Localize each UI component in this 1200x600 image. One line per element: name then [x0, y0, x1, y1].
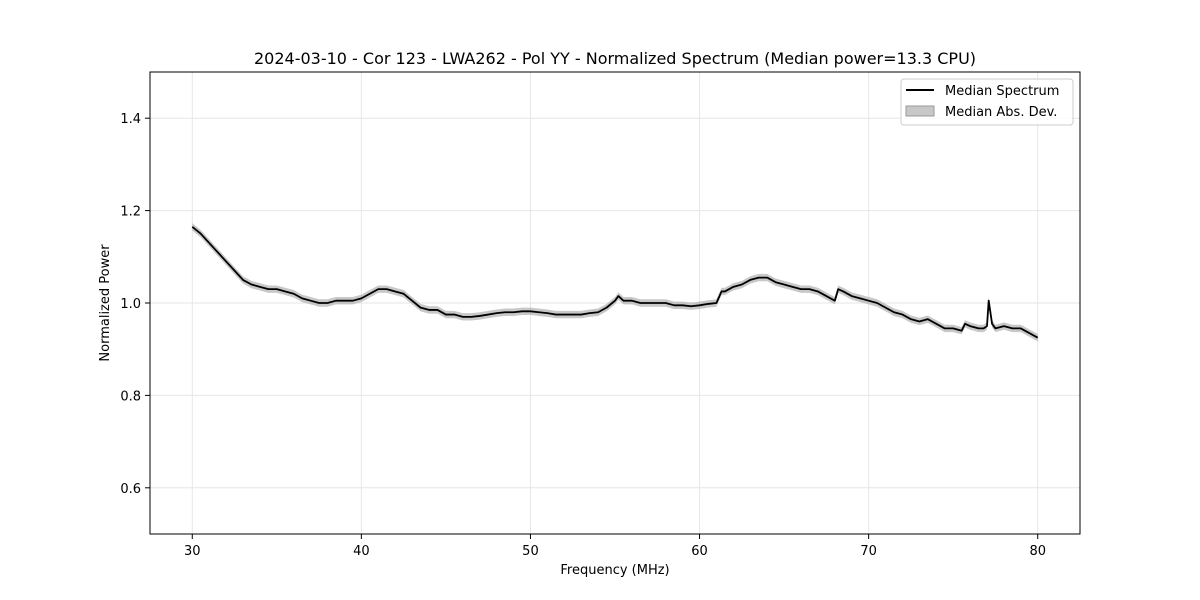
median-spectrum-line	[191, 226, 1039, 339]
legend-band-swatch	[905, 105, 935, 117]
median-line-layer	[191, 226, 1039, 339]
x-axis-title: Frequency (MHz)	[560, 563, 669, 578]
x-tick-label: 70	[860, 544, 877, 559]
chart-title: 2024-03-10 - Cor 123 - LWA262 - Pol YY -…	[254, 49, 976, 68]
legend-box	[900, 78, 1074, 126]
legend-label-median-abs-dev: Median Abs. Dev.	[945, 105, 1057, 120]
x-tick-label: 50	[522, 544, 539, 559]
y-axis-ticks: 0.6 0.8 1.0 1.2 1.4	[120, 112, 150, 497]
legend-label-median-spectrum: Median Spectrum	[945, 84, 1059, 99]
y-tick-label: 0.8	[120, 389, 141, 404]
y-tick-label: 0.6	[120, 482, 141, 497]
x-tick-label: 40	[353, 544, 370, 559]
legend: Median Spectrum Median Abs. Dev.	[900, 78, 1074, 126]
y-tick-label: 1.0	[120, 297, 141, 312]
y-tick-label: 1.2	[120, 205, 141, 220]
y-axis-title: Normalized Power	[98, 244, 113, 362]
x-tick-label: 60	[691, 544, 708, 559]
mad-band-layer	[192, 223, 1038, 342]
x-tick-label: 30	[184, 544, 201, 559]
x-tick-label: 80	[1029, 544, 1046, 559]
y-tick-label: 1.4	[120, 112, 141, 127]
x-axis-ticks: 30 40 50 60 70 80	[184, 534, 1046, 559]
mad-band	[192, 223, 1038, 342]
